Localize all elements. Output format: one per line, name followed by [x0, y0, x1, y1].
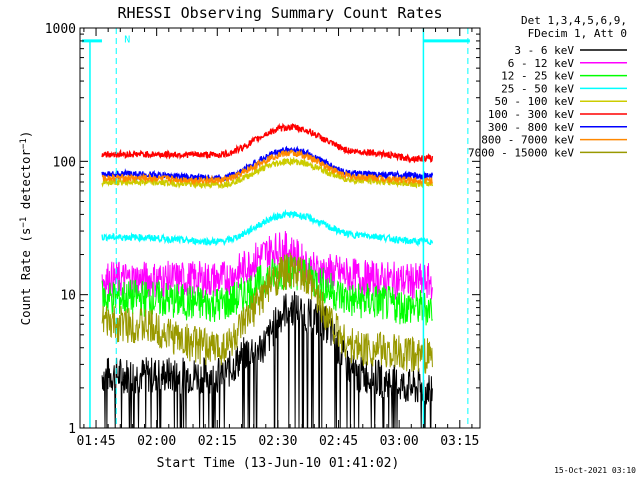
- plot-frame: [79, 27, 481, 429]
- series-line: [101, 230, 433, 300]
- legend-label: 6 - 12 keV: [508, 57, 575, 70]
- series-line: [101, 122, 434, 164]
- series-2: [101, 254, 433, 326]
- x-tick-label: 02:00: [137, 434, 176, 449]
- y-tick-label: 10: [60, 289, 76, 304]
- legend-label: 100 - 300 keV: [488, 108, 574, 121]
- series-line: [101, 291, 433, 429]
- x-tick-label: 02:45: [319, 434, 358, 449]
- chart-title: RHESSI Observing Summary Count Rates: [117, 4, 442, 22]
- series-line: [101, 149, 434, 186]
- timestamp: 15-Oct-2021 03:10: [554, 466, 636, 475]
- series-0: [101, 291, 433, 429]
- series-3: [101, 208, 434, 247]
- legend-label: 300 - 800 keV: [488, 121, 574, 134]
- plot-area: N: [82, 28, 470, 429]
- series-8: [101, 252, 433, 374]
- series-4: [101, 156, 434, 190]
- legend-label: 12 - 25 keV: [501, 70, 574, 83]
- legend-label: 25 - 50 keV: [501, 82, 574, 95]
- legend-label: 50 - 100 keV: [495, 95, 575, 108]
- series-1: [101, 230, 433, 300]
- legend-label: 3 - 6 keV: [514, 44, 574, 57]
- x-axis-label: Start Time (13-Jun-10 01:41:02): [157, 456, 400, 471]
- series-line: [101, 208, 434, 247]
- series-line: [101, 254, 433, 326]
- series-7: [101, 149, 434, 186]
- series-5: [101, 122, 434, 164]
- x-tick-label: 01:45: [76, 434, 115, 449]
- y-tick-label: 100: [53, 155, 76, 170]
- x-tick-label: 02:15: [198, 434, 237, 449]
- legend-label: 7000 - 15000 keV: [468, 146, 574, 159]
- y-axis-label-count: Count Rate (s: [18, 228, 33, 326]
- night-label: N: [124, 34, 130, 45]
- x-tick-label: 03:15: [440, 434, 479, 449]
- y-axis-label: Count Rate (s−1 detector−1): [18, 131, 33, 326]
- axes: 1 10 100 1000 01:45 02:00 02:15 02:30 02:45 03:00…: [45, 22, 481, 449]
- y-tick-label: 1000: [45, 22, 76, 37]
- legend-label: 800 - 7000 keV: [481, 134, 574, 147]
- legend-header-line-2: FDecim 1, Att 0: [528, 27, 627, 40]
- series-6: [101, 145, 434, 183]
- y-tick-label: 1: [68, 422, 76, 437]
- legend: Det 1,3,4,5,6,9, FDecim 1, Att 0 3 - 6 k…: [468, 14, 627, 159]
- orbit-markers: N: [82, 28, 470, 428]
- series-line: [101, 156, 434, 190]
- series-line: [101, 145, 434, 183]
- x-tick-label: 03:00: [380, 434, 419, 449]
- legend-header-line-1: Det 1,3,4,5,6,9,: [521, 14, 627, 27]
- x-tick-label: 02:30: [258, 434, 297, 449]
- series-line: [101, 252, 433, 374]
